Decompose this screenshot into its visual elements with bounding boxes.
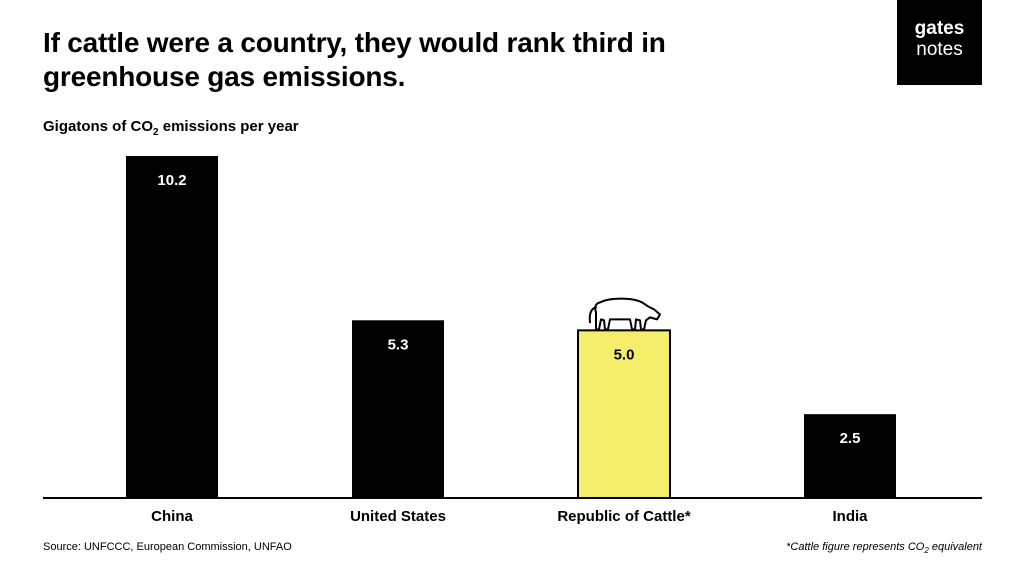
category-label-republic-of-cattle: Republic of Cattle* xyxy=(557,508,691,525)
chart-subtitle: Gigatons of CO2 emissions per year xyxy=(43,118,299,138)
category-label-united-states: United States xyxy=(350,508,446,525)
value-label-united-states: 5.3 xyxy=(388,336,409,353)
gates-notes-logo[interactable]: gates notes xyxy=(897,0,982,85)
bar-united-states xyxy=(352,320,444,498)
logo-line-2: notes xyxy=(916,39,963,60)
footnote-subscript: 2 xyxy=(924,546,929,556)
subtitle-prefix: Gigatons of CO xyxy=(43,118,153,135)
category-label-india: India xyxy=(832,508,868,525)
logo-line-1: gates xyxy=(914,18,965,39)
source-note: Source: UNFCCC, European Commission, UNF… xyxy=(43,541,292,553)
cow-icon xyxy=(588,297,661,331)
bar-india xyxy=(804,414,896,498)
value-label-china: 10.2 xyxy=(157,172,186,189)
value-label-republic-of-cattle: 5.0 xyxy=(614,346,635,363)
subtitle-suffix: emissions per year xyxy=(158,118,299,135)
chart-title: If cattle were a country, they would ran… xyxy=(43,27,666,92)
subtitle-subscript: 2 xyxy=(153,127,159,138)
category-label-china: China xyxy=(151,508,193,525)
bar-republic-of-cattle xyxy=(577,329,671,499)
value-label-india: 2.5 xyxy=(840,430,861,447)
bar-china xyxy=(126,156,218,498)
footnote-prefix: *Cattle figure represents CO xyxy=(786,541,925,553)
footnote: *Cattle figure represents CO2 equivalent xyxy=(786,541,982,555)
footnote-suffix: equivalent xyxy=(928,541,982,553)
